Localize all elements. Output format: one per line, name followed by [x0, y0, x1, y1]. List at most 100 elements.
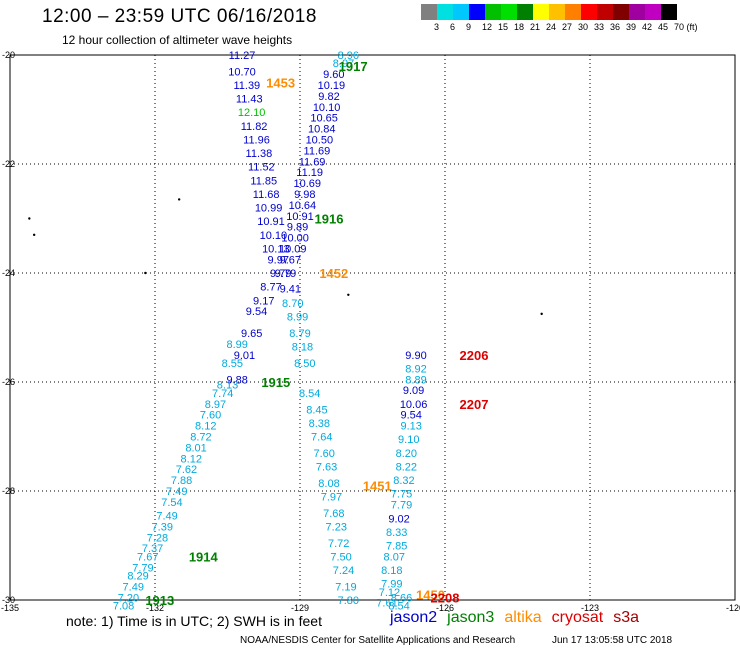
legend-value: 42: [642, 22, 653, 32]
wave-height-label: 7.49: [123, 581, 144, 593]
wave-height-label: 10.06: [400, 399, 428, 411]
wave-height-label: 9.01: [234, 350, 255, 362]
wave-height-label: 9.60: [323, 69, 344, 81]
wave-height-label: 11.27: [229, 50, 256, 62]
footer-note: note: 1) Time is in UTC; 2) SWH is in fe…: [66, 613, 322, 629]
wave-height-label: 11.39: [233, 80, 260, 92]
wave-height-label: 11.19: [296, 167, 323, 179]
wave-height-label: 9.10: [398, 434, 419, 446]
legend-value: 70 (ft): [674, 22, 698, 32]
wave-height-label: 10.10: [313, 102, 341, 114]
island-marker: [347, 293, 350, 296]
island-marker: [177, 198, 181, 201]
satellite-s3a: s3a: [613, 609, 640, 626]
legend-value: 3: [434, 22, 440, 32]
wave-height-label: 7.79: [132, 562, 153, 574]
legend-value: 27: [562, 22, 573, 32]
legend-value: 12: [482, 22, 493, 32]
legend-value: 6: [450, 22, 456, 32]
wave-height-label: 8.92: [405, 363, 426, 375]
lat-tick-label: -20: [2, 50, 15, 60]
wave-height-label: 9.17: [253, 295, 274, 307]
legend-swatch: [661, 4, 677, 20]
wave-height-label: 7.61: [376, 598, 397, 610]
wave-height-label: 10.13: [262, 243, 290, 255]
pass-time-label: 1452: [319, 266, 348, 281]
wave-height-label: 9.79: [275, 268, 296, 280]
wave-height-label: 9.97: [268, 254, 289, 266]
island-marker: [28, 217, 31, 220]
wave-height-label: 9.82: [318, 91, 339, 103]
wave-height-label: 7.88: [171, 475, 192, 487]
wave-height-label: 8.08: [318, 478, 339, 490]
wave-height-label: 8.50: [294, 358, 315, 370]
wave-height-label: 7.24: [333, 565, 354, 577]
pass-time-label: 1917: [339, 59, 368, 74]
wave-height-label: 11.96: [243, 134, 270, 146]
wave-height-label: 7.54: [161, 497, 182, 509]
wave-height-label: 11.52: [248, 162, 275, 174]
legend-value: 36: [610, 22, 621, 32]
wave-height-label: 9.02: [388, 513, 409, 525]
wave-height-label: 11.38: [246, 148, 273, 160]
satellite-jason2: jason2: [390, 609, 438, 626]
legend-value: 45: [658, 22, 669, 32]
legend-swatch: [517, 4, 533, 20]
pass-time-label: 1916: [315, 212, 344, 227]
wave-height-label: 9.79: [270, 268, 291, 280]
legend-swatch: [533, 4, 549, 20]
wave-height-label: 10.09: [279, 243, 307, 255]
wave-height-label: 8.96: [338, 50, 359, 62]
lat-tick-label: -26: [2, 377, 15, 387]
wave-height-label: 7.64: [311, 432, 332, 444]
legend-value: 21: [530, 22, 541, 32]
lon-tick-label: -123: [581, 603, 599, 613]
lat-tick-label: -24: [2, 268, 15, 278]
pass-time-label: 1914: [189, 549, 219, 564]
wave-height-label: 9.90: [405, 350, 426, 362]
legend-value: 24: [546, 22, 557, 32]
legend-value: 15: [498, 22, 509, 32]
wave-height-label: 7.49: [156, 511, 177, 523]
wave-height-label: 8.12: [181, 453, 202, 465]
wave-height-label: 11.85: [250, 175, 277, 187]
wave-height-label: 7.23: [326, 521, 347, 533]
wave-height-label: 8.20: [396, 448, 417, 460]
wave-height-label: 8.77: [260, 282, 281, 294]
wave-height-label: 7.72: [328, 538, 349, 550]
wave-height-label: 7.74: [212, 388, 233, 400]
page-title: 12:00 – 23:59 UTC 06/16/2018: [42, 6, 317, 27]
wave-height-label: 9.54: [400, 410, 421, 422]
wave-height-label: 8.32: [393, 475, 414, 487]
wave-height-label: 9.88: [226, 374, 247, 386]
wave-height-label: 8.07: [384, 551, 405, 563]
wave-height-label: 8.54: [299, 388, 320, 400]
wave-height-label: 8.97: [205, 399, 226, 411]
lon-tick-label: -132: [146, 603, 164, 613]
island-marker: [540, 312, 543, 316]
wave-height-label: 8.18: [292, 342, 313, 354]
wave-height-label: 11.68: [253, 189, 280, 201]
wave-height-label: 8.66: [391, 592, 412, 604]
wave-height-label: 8.22: [396, 461, 417, 473]
color-legend-labels: 3 6 9 12 15 18 21 24 27 30 33 36 39 42 45 70 (ft): [421, 22, 740, 34]
legend-value: 9: [466, 22, 472, 32]
wave-height-label: 10.70: [228, 66, 256, 78]
legend-swatch: [565, 4, 581, 20]
legend-value: 30: [578, 22, 589, 32]
wave-height-label: 7.62: [176, 464, 197, 476]
pass-time-label: 1451: [363, 479, 392, 494]
wave-height-label: 7.85: [386, 541, 407, 553]
wave-height-label: 12.10: [238, 107, 266, 119]
wave-height-label: 7.49: [166, 486, 187, 498]
satellite-jason3: jason3: [447, 609, 495, 626]
lon-tick-label: -126: [436, 603, 454, 613]
wave-height-label: 8.54: [388, 600, 409, 612]
wave-height-label: 10.19: [318, 80, 346, 92]
wave-height-label: 8.79: [289, 328, 310, 340]
wave-height-label: 8.38: [309, 418, 330, 430]
island-marker: [144, 271, 147, 275]
wave-height-label: 7.67: [137, 551, 158, 563]
legend-swatch: [421, 4, 437, 20]
wave-height-label: 10.99: [255, 203, 283, 215]
